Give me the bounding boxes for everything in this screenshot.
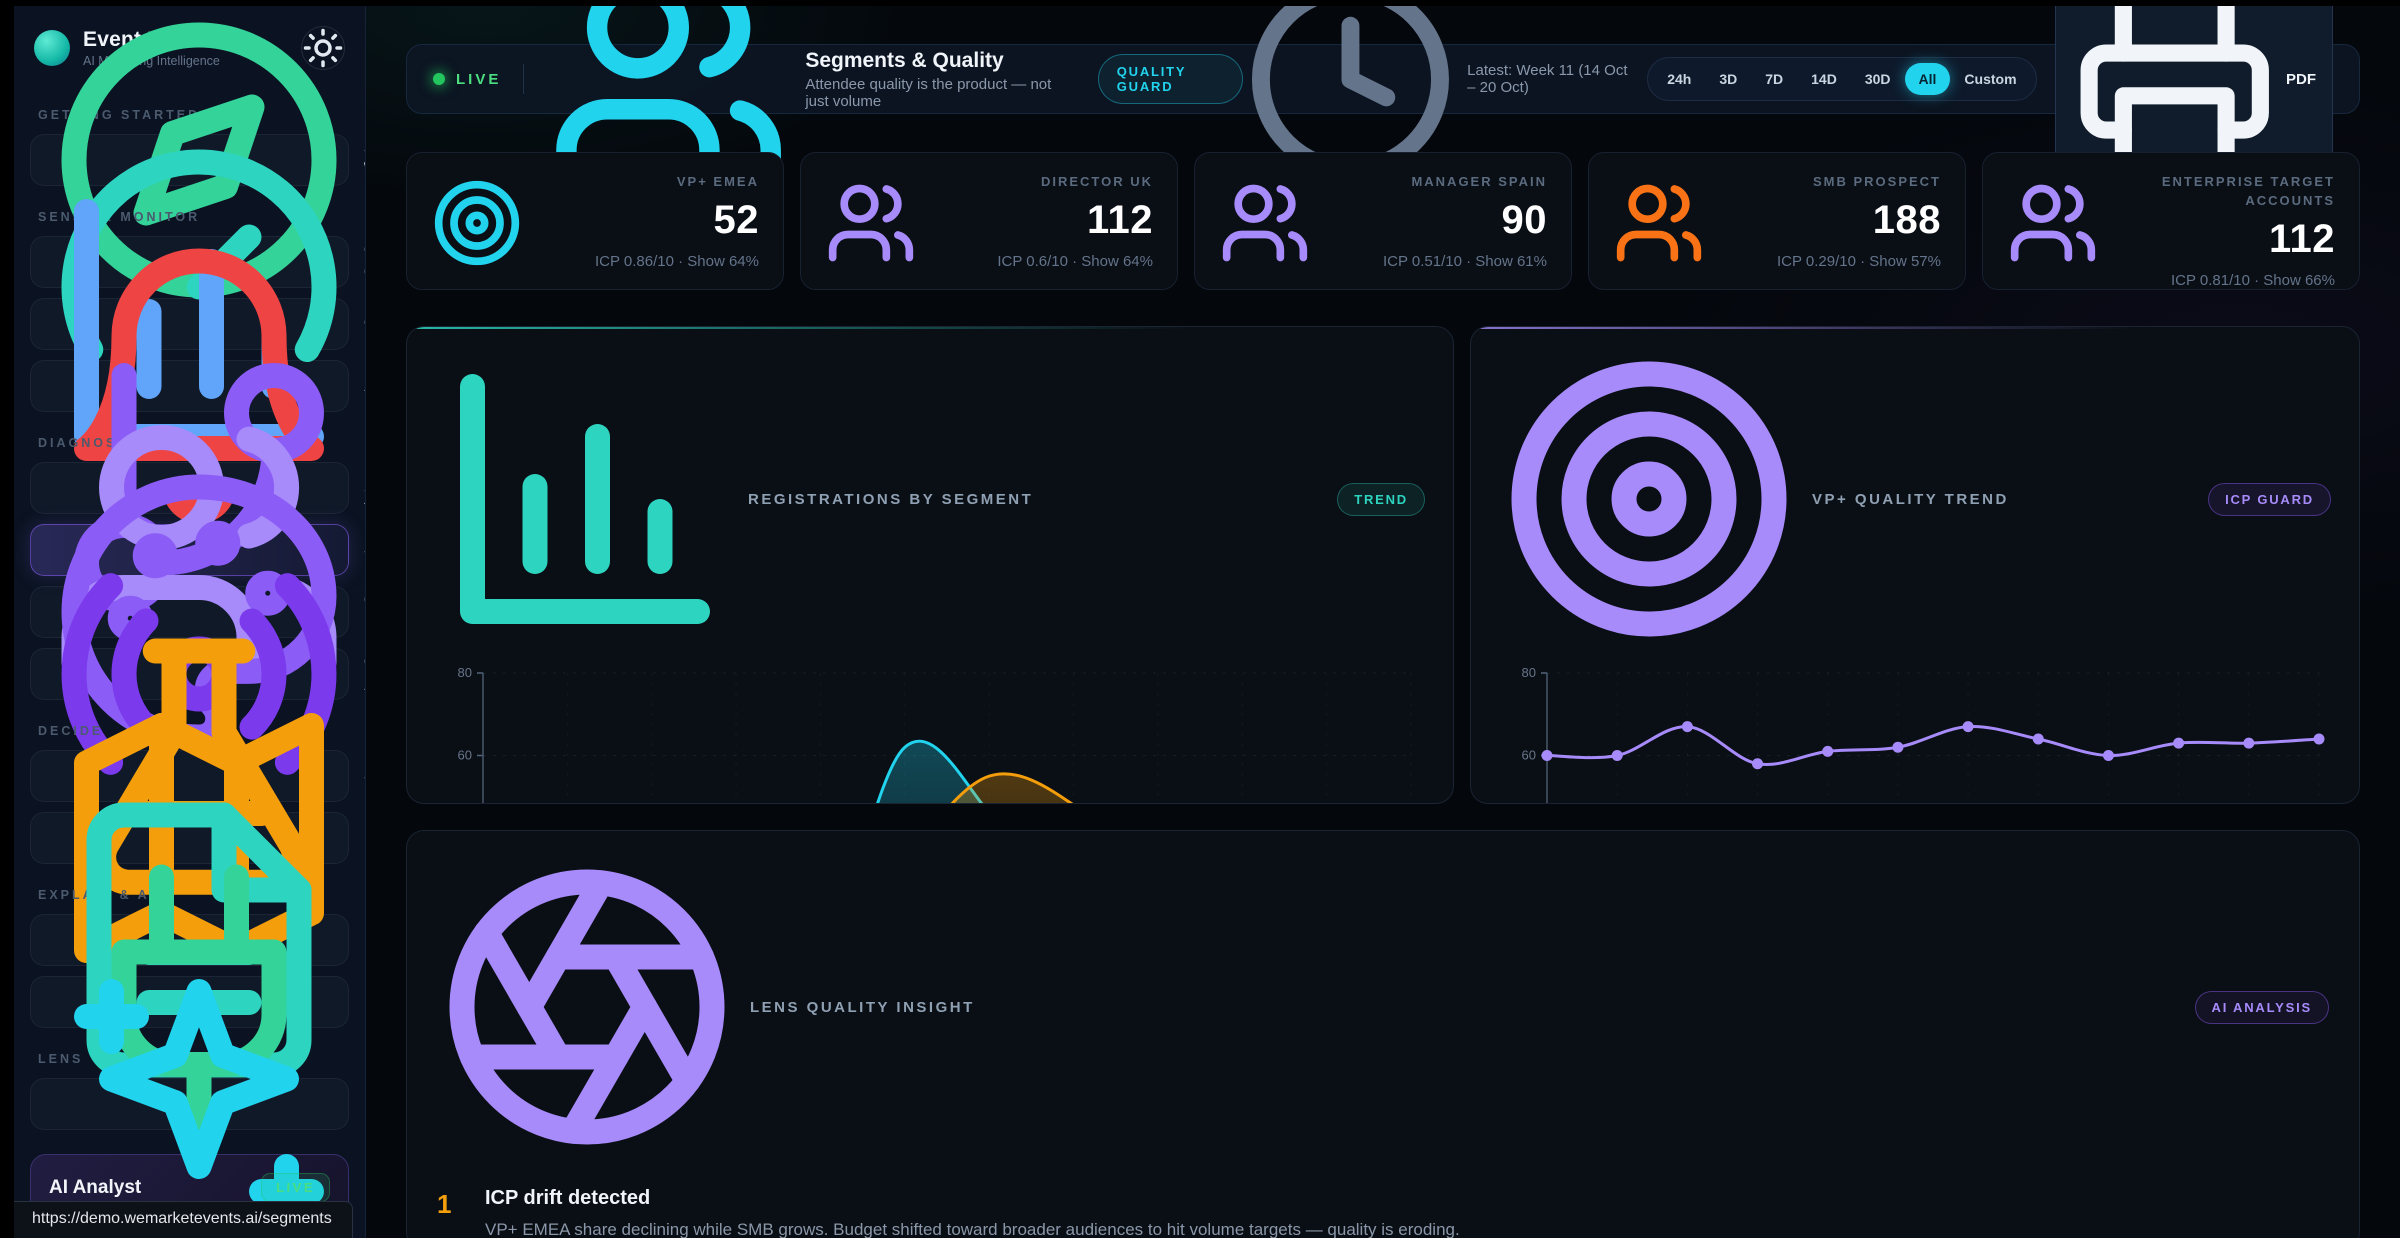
sidebar-item-label: Setup Wizard	[364, 138, 365, 182]
sidebar-item-channel-analysis[interactable]: Channel Analysis	[30, 573, 365, 775]
insight-item-title: ICP drift detected	[485, 1187, 651, 1209]
main-content: LIVE Segments & Quality Attendee quality…	[366, 6, 2400, 1238]
kpi-card-manager-spain: MANAGER SPAIN 90 ICP 0.51/10 · Show 61%	[1194, 152, 1572, 290]
theme-toggle-button[interactable]	[301, 26, 345, 70]
sidebar-item-label: Overview	[364, 313, 365, 335]
insight-title: LENS QUALITY INSIGHT	[750, 998, 975, 1016]
chart-title: VP+ QUALITY TREND	[1812, 490, 2009, 508]
charts-row: REGISTRATIONS BY SEGMENT TREND 020406080…	[406, 326, 2360, 804]
kpi-value: 112	[1086, 197, 1153, 242]
range-option-30d[interactable]: 30D	[1864, 71, 1891, 87]
quality-trend-chart-card: VP+ QUALITY TREND ICP GUARD 020406080W0W…	[1470, 326, 2360, 804]
range-option-24h[interactable]: 24h	[1667, 71, 1692, 87]
kpi-meta: ICP 0.51/10 · Show 61%	[1383, 252, 1547, 270]
range-option-3d[interactable]: 3D	[1719, 71, 1738, 87]
sidebar-item-label: Alerts	[364, 375, 365, 397]
kpi-card-enterprise-target: ENTERPRISE TARGET ACCOUNTS 112 ICP 0.81/…	[1982, 152, 2360, 290]
users-icon	[2007, 177, 2099, 269]
kpi-card-director-uk: DIRECTOR UK 112 ICP 0.6/10 · Show 64%	[800, 152, 1178, 290]
lens-quality-insight-panel: LENS QUALITY INSIGHT AI ANALYSIS 1 ICP d…	[406, 830, 2360, 1238]
sidebar-item-label: Channel Analysis	[364, 652, 365, 696]
sidebar-item-label: Roadmap	[364, 827, 365, 849]
sidebar: Event Pulse AI Marketing Intelligence GE…	[14, 6, 366, 1238]
kpi-label: MANAGER SPAIN	[1411, 174, 1547, 189]
page-title-block: Segments & Quality Attendee quality is t…	[805, 49, 1071, 110]
sidebar-item-label: Integrations	[364, 991, 365, 1013]
quality-guard-badge: QUALITY GUARD	[1097, 54, 1244, 104]
page-subtitle: Attendee quality is the product — not ju…	[805, 75, 1052, 110]
kpi-card-vp-emea: VP+ EMEA 52 ICP 0.86/10 · Show 64%	[406, 152, 784, 290]
sun-icon	[302, 27, 344, 69]
kpi-value: 52	[713, 197, 759, 242]
target-icon	[1499, 349, 1799, 649]
chart-svg: 020406080W0W1W2W3W4W5W6W7W8W9W10W11	[458, 665, 1412, 803]
sidebar-item-label: Command Center	[364, 240, 365, 284]
kpi-meta: ICP 0.6/10 · Show 64%	[997, 252, 1153, 270]
kpi-label: ENTERPRISE TARGET ACCOUNTS	[2161, 174, 2335, 208]
users-icon	[825, 177, 917, 269]
kpi-meta: ICP 0.86/10 · Show 64%	[595, 252, 759, 270]
pdf-label: PDF	[2286, 70, 2316, 88]
live-label: LIVE	[456, 70, 502, 88]
chart-svg: 020406080W0W1W2W3W4W5W6W7W8W9W10W11	[1522, 665, 2325, 803]
page-title: Segments & Quality	[805, 48, 1004, 72]
users-icon	[546, 6, 791, 202]
kpi-meta: ICP 0.29/10 · Show 57%	[1777, 252, 1941, 270]
app-window: Event Pulse AI Marketing Intelligence GE…	[14, 6, 2400, 1238]
kpi-value: 188	[1872, 197, 1941, 242]
kpi-label: SMB PROSPECT	[1812, 174, 1941, 189]
target-icon	[431, 177, 523, 269]
live-dot	[433, 73, 445, 85]
kpi-card-smb-prospect: SMB PROSPECT 188 ICP 0.29/10 · Show 57%	[1588, 152, 1966, 290]
ai-analyst-title: AI Analyst	[49, 1176, 142, 1198]
insight-item-body: VP+ EMEA share declining while SMB grows…	[485, 1220, 1460, 1238]
section-label: DECIDE	[38, 724, 104, 738]
latest-text: Latest: Week 11 (14 Oct – 20 Oct)	[1467, 61, 1628, 96]
ai-analysis-badge: AI ANALYSIS	[2194, 990, 2329, 1024]
plug-icon	[49, 852, 349, 1152]
kpi-value: 112	[2268, 216, 2335, 261]
range-option-14d[interactable]: 14D	[1811, 71, 1837, 87]
svg-text:60: 60	[1522, 748, 1536, 763]
svg-text:60: 60	[458, 748, 472, 763]
brand-logo	[34, 30, 70, 66]
users-icon	[1613, 177, 1705, 269]
kpi-meta: ICP 0.81/10 · Show 66%	[2171, 271, 2335, 289]
kpi-row: VP+ EMEA 52 ICP 0.86/10 · Show 64% DIREC…	[406, 152, 2360, 290]
live-badge: LIVE	[261, 1173, 330, 1202]
range-option-all[interactable]: All	[1904, 63, 1951, 95]
section-label: DIAGNOSE	[38, 436, 129, 450]
bar-chart-icon	[435, 349, 735, 649]
range-option-7d[interactable]: 7D	[1765, 71, 1784, 87]
sidebar-item-label: Creative Performance	[364, 590, 365, 634]
section-label: LENS	[38, 1052, 84, 1066]
sidebar-item-label: Segments	[364, 539, 365, 561]
aperture-icon	[437, 857, 737, 1157]
range-option-custom[interactable]: Custom	[1964, 71, 2017, 87]
kpi-label: VP+ EMEA	[676, 174, 759, 189]
kpi-label: DIRECTOR UK	[1040, 174, 1153, 189]
quality-trend-chart: 020406080W0W1W2W3W4W5W6W7W8W9W10W11	[1499, 657, 2331, 803]
svg-text:80: 80	[458, 665, 472, 680]
icp-guard-badge: ICP GUARD	[2208, 482, 2331, 516]
trend-badge: TREND	[1337, 482, 1425, 516]
live-indicator: LIVE	[433, 71, 501, 88]
insight-number: 1	[437, 1189, 452, 1219]
page-header: LIVE Segments & Quality Attendee quality…	[406, 6, 2360, 193]
sidebar-item-label: Funnel X-Ray	[364, 466, 365, 510]
chart-title: REGISTRATIONS BY SEGMENT	[748, 490, 1034, 508]
divider	[523, 64, 525, 94]
kpi-value: 90	[1501, 197, 1547, 242]
sidebar-item-label: Simulations	[364, 765, 365, 787]
sidebar-item-label: Exec Narrative	[364, 918, 365, 962]
insight-item-1: 1 ICP drift detected VP+ EMEA share decl…	[437, 1187, 2329, 1238]
registrations-chart-card: REGISTRATIONS BY SEGMENT TREND 020406080…	[406, 326, 1454, 804]
users-icon	[1219, 177, 1311, 269]
browser-status-bar: https://demo.wemarketevents.ai/segments	[14, 1201, 353, 1238]
registrations-chart: 020406080W0W1W2W3W4W5W6W7W8W9W10W11	[435, 657, 1425, 803]
svg-text:80: 80	[1522, 665, 1536, 680]
time-range-selector: 24h 3D 7D 14D 30D All Custom	[1647, 57, 2037, 101]
